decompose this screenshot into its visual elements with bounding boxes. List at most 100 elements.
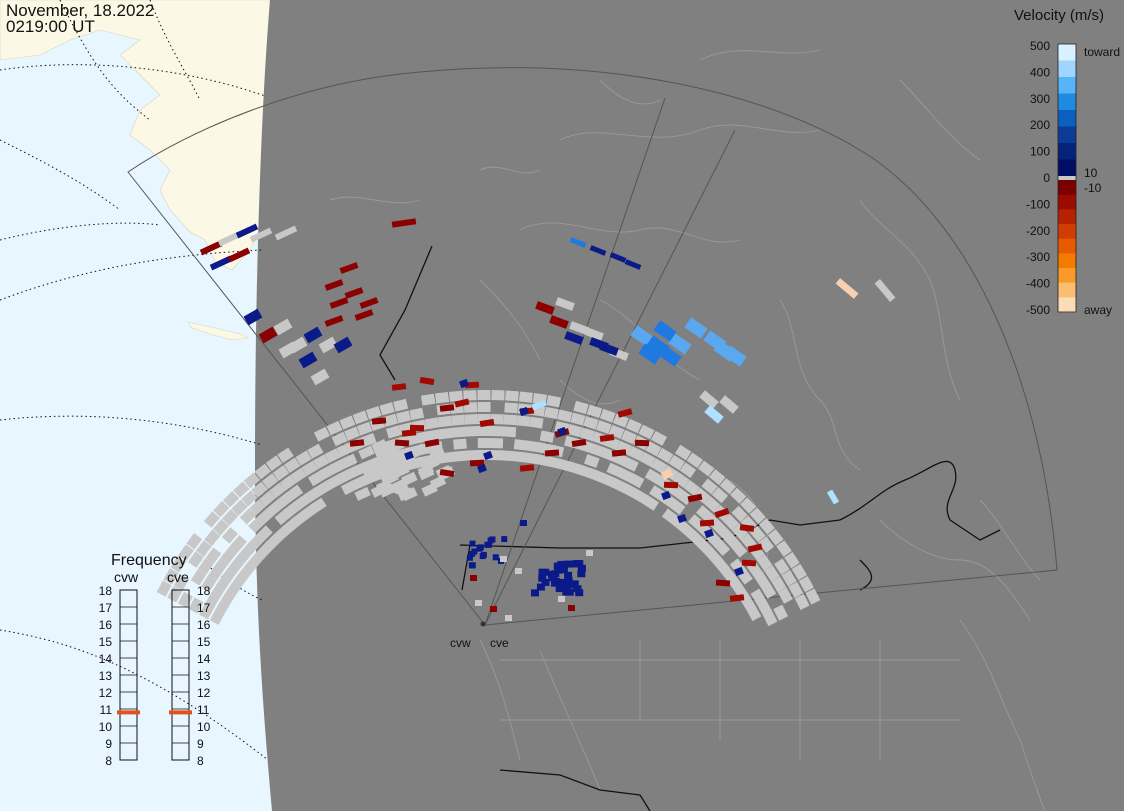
- colorbar-swatch-toward: [1058, 160, 1076, 177]
- radar-cell: [563, 581, 571, 588]
- radar-cell: [519, 391, 533, 402]
- radar-cell: [463, 390, 476, 401]
- colorbar-swatch-away: [1058, 283, 1076, 298]
- frequency-scale-label: 11: [100, 703, 113, 717]
- radar-cell: [516, 415, 530, 426]
- colorbar-swatch-toward: [1058, 143, 1076, 160]
- radar-cell: [469, 541, 475, 547]
- radar-cell: [491, 390, 504, 400]
- frequency-scale-label: 8: [105, 754, 112, 768]
- frequency-scale-label: 10: [99, 720, 113, 734]
- radar-cell: [477, 545, 483, 551]
- frequency-scale-label: 13: [99, 669, 113, 683]
- colorbar-pos10-label: 10: [1084, 166, 1098, 180]
- radar-cell: [505, 615, 512, 621]
- frequency-title: Frequency: [111, 552, 187, 569]
- frequency-scale-label: 9: [105, 737, 112, 751]
- radar-cell: [478, 402, 491, 412]
- colorbar-away-label: away: [1084, 303, 1112, 317]
- radar-cell: [578, 565, 586, 572]
- radar-cell: [742, 560, 756, 567]
- radar-cell: [464, 414, 477, 425]
- radar-cell: [478, 426, 491, 436]
- radar-cell: [435, 392, 449, 404]
- colorbar-tick-label: -100: [1026, 197, 1050, 211]
- radar-cell: [490, 606, 497, 612]
- radar-cell: [504, 402, 518, 413]
- radar-cell: [664, 482, 678, 489]
- radar-cell: [531, 589, 539, 596]
- freq-radar-cvw-label: cvw: [114, 569, 139, 585]
- radar-cell: [453, 439, 467, 450]
- radar-sites: [481, 622, 486, 627]
- radar-cell: [586, 550, 593, 556]
- radar-cell: [467, 555, 473, 561]
- frequency-scale-label: 18: [99, 584, 113, 598]
- frequency-scale-label: 13: [197, 669, 211, 683]
- radar-cell: [558, 596, 565, 602]
- colorbar-tick-label: -400: [1026, 277, 1050, 291]
- colorbar-tick-label: 300: [1030, 92, 1050, 106]
- colorbar-tick-label: 200: [1030, 118, 1050, 132]
- radar-cell: [503, 414, 517, 425]
- radar-cell: [452, 427, 466, 438]
- radar-cell: [471, 549, 477, 555]
- radar-cell: [475, 600, 482, 606]
- radar-cell: [635, 440, 649, 447]
- frequency-scale-label: 11: [197, 703, 210, 717]
- colorbar-swatch-away: [1058, 297, 1076, 312]
- frequency-scale-label: 16: [99, 618, 113, 632]
- colorbar-swatch-away: [1058, 195, 1076, 210]
- radar-cell: [470, 562, 476, 568]
- radar-cell: [501, 450, 515, 461]
- colorbar-swatch-away: [1058, 209, 1076, 224]
- colorbar-swatch-away: [1058, 180, 1076, 195]
- colorbar-swatch-toward: [1058, 44, 1076, 61]
- colorbar-toward-label: toward: [1084, 45, 1120, 59]
- radar-cell: [500, 556, 507, 562]
- radar-cell: [465, 426, 478, 437]
- radar-cell: [514, 439, 528, 450]
- radar-cell: [551, 580, 559, 587]
- radar-cell: [439, 428, 453, 440]
- frequency-scale-label: 9: [197, 737, 204, 751]
- colorbar-swatch-away: [1058, 224, 1076, 239]
- colorbar-swatches: [1058, 44, 1076, 313]
- colorbar-tick-label: -500: [1026, 303, 1050, 317]
- frequency-scale-label: 12: [99, 686, 113, 700]
- radar-cell: [545, 449, 559, 456]
- colorbar-swatch-toward: [1058, 110, 1076, 127]
- radar-cell: [478, 438, 491, 448]
- colorbar-tick-label: 500: [1030, 39, 1050, 53]
- colorbar-title: Velocity (m/s): [1014, 7, 1104, 24]
- colorbar-swatch-toward: [1058, 127, 1076, 144]
- colorbar-swatch-toward: [1058, 61, 1076, 78]
- colorbar-tick-label: 0: [1043, 171, 1050, 185]
- frequency-scale-label: 18: [197, 584, 211, 598]
- colorbar-swatch-away: [1058, 268, 1076, 283]
- radar-cell: [454, 451, 468, 462]
- frequency-scale-label: 15: [99, 635, 113, 649]
- radar-cell: [490, 426, 503, 436]
- radar-cell: [470, 575, 477, 581]
- frequency-scale-label: 8: [197, 754, 204, 768]
- colorbar-tick-label: -300: [1026, 250, 1050, 264]
- frequency-scale-label: 14: [99, 652, 113, 666]
- radar-cell: [481, 552, 487, 558]
- radar-cell: [449, 391, 463, 402]
- colorbar-swatch-toward: [1058, 94, 1076, 111]
- radar-label-cve: cve: [490, 636, 509, 650]
- colorbar-swatch-ground-scatter: [1058, 176, 1076, 180]
- radar-label-cvw: cvw: [450, 636, 471, 650]
- radar-cell: [421, 394, 435, 406]
- radar-cell: [564, 561, 572, 568]
- frequency-scale-label: 16: [197, 618, 211, 632]
- colorbar-tick-label: 400: [1030, 65, 1050, 79]
- radar-cell: [425, 417, 439, 429]
- radar-cell: [503, 426, 517, 437]
- frequency-scale-label: 14: [197, 652, 211, 666]
- radar-cell: [515, 568, 522, 574]
- radar-cell: [451, 415, 465, 426]
- radar-cell: [438, 416, 452, 428]
